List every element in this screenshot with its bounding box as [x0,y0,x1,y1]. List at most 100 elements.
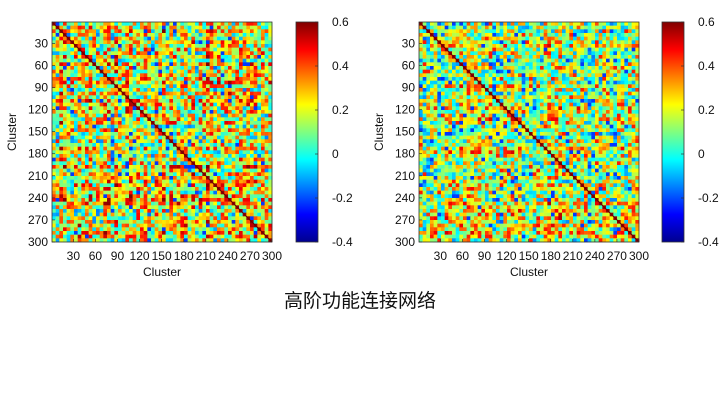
heatmap-cell [235,91,240,96]
heatmap-cell [96,212,100,217]
heatmap-cell [239,179,243,184]
heatmap-cell [250,121,254,125]
heatmap-cell [521,25,526,30]
heatmap-cell [213,110,218,114]
heatmap-cell [198,205,203,210]
heatmap-cell [99,33,104,37]
heatmap-cell [507,73,511,78]
heatmap-cell [107,231,111,235]
heatmap-cell [187,77,192,81]
heatmap-cell [59,154,64,158]
heatmap-cell [92,128,97,133]
heatmap-cell [147,55,152,59]
heatmap-cell [231,95,236,100]
heatmap-cell [195,216,199,221]
heatmap-cell [595,33,599,37]
heatmap-cell [158,139,163,144]
heatmap-cell [52,154,56,158]
heatmap-cell [217,77,221,81]
heatmap-cell [228,102,232,107]
heatmap-cell [477,44,482,48]
heatmap-cell [96,51,100,56]
heatmap-cell [184,176,188,180]
heatmap-cell [99,165,104,169]
heatmap-cell [217,132,221,136]
heatmap-cell [242,198,247,202]
heatmap-cell [202,91,207,96]
heatmap-cell [485,77,489,81]
heatmap-cell [448,69,453,74]
heatmap-cell [620,25,625,30]
heatmap-cell [121,150,126,155]
heatmap-cell [235,77,240,81]
heatmap-cell [151,113,155,118]
heatmap-cell [129,62,133,67]
heatmap-cell [228,238,232,243]
heatmap-cell [81,176,86,180]
heatmap-cell [88,36,93,41]
heatmap-cell [261,77,265,81]
heatmap-cell [187,40,192,45]
heatmap-cell [173,102,177,107]
heatmap-cell [187,66,192,70]
heatmap-cell [198,25,203,30]
heatmap-cell [118,231,122,235]
heatmap-cell [250,190,254,195]
heatmap-cell [92,25,97,30]
heatmap-cell [118,106,122,111]
heatmap-cell [151,117,155,122]
heatmap-cell [103,22,108,26]
heatmap-cell [235,168,240,173]
heatmap-cell [158,29,163,34]
heatmap-cell [129,117,133,122]
heatmap-cell [580,95,585,100]
heatmap-cell [452,66,456,70]
heatmap-cell [165,157,170,162]
heatmap-cell [129,216,133,221]
heatmap-cell [176,33,181,37]
heatmap-cell [52,25,56,30]
heatmap-cell [576,62,581,67]
heatmap-cell [235,234,240,239]
heatmap-cell [158,157,163,162]
heatmap-cell [264,106,269,111]
heatmap-cell [459,36,464,41]
heatmap-cell [147,183,152,188]
heatmap-cell [257,36,262,41]
heatmap-cell [180,216,185,221]
heatmap-cell [525,84,530,89]
heatmap-cell [540,22,544,26]
heatmap-cell [129,150,133,155]
heatmap-cell [477,55,482,59]
heatmap-cell [624,77,629,81]
heatmap-cell [264,128,269,133]
heatmap-cell [466,88,471,92]
heatmap-cell [99,216,104,221]
heatmap-cell [437,69,442,74]
heatmap-cell [220,231,225,235]
heatmap-cell [507,40,511,45]
heatmap-cell [503,62,508,67]
heatmap-cell [81,231,86,235]
heatmap-cell [96,223,100,228]
heatmap-cell [235,106,240,111]
heatmap-cell [217,121,221,125]
heatmap-cell [121,209,126,213]
heatmap-cell [88,238,93,243]
heatmap-cell [448,88,453,92]
heatmap-cell [88,223,93,228]
heatmap-cell [246,201,251,206]
heatmap-cell [154,194,159,199]
heatmap-cell [63,117,67,122]
heatmap-cell [525,69,530,74]
heatmap-cell [169,209,174,213]
heatmap-cell [430,91,434,96]
heatmap-cell [81,190,86,195]
heatmap-cell [132,110,137,114]
heatmap-cell [110,62,115,67]
heatmap-cell [66,183,71,188]
heatmap-cell [580,33,585,37]
heatmap-cell [250,36,254,41]
heatmap-cell [551,55,555,59]
heatmap-cell [235,157,240,162]
